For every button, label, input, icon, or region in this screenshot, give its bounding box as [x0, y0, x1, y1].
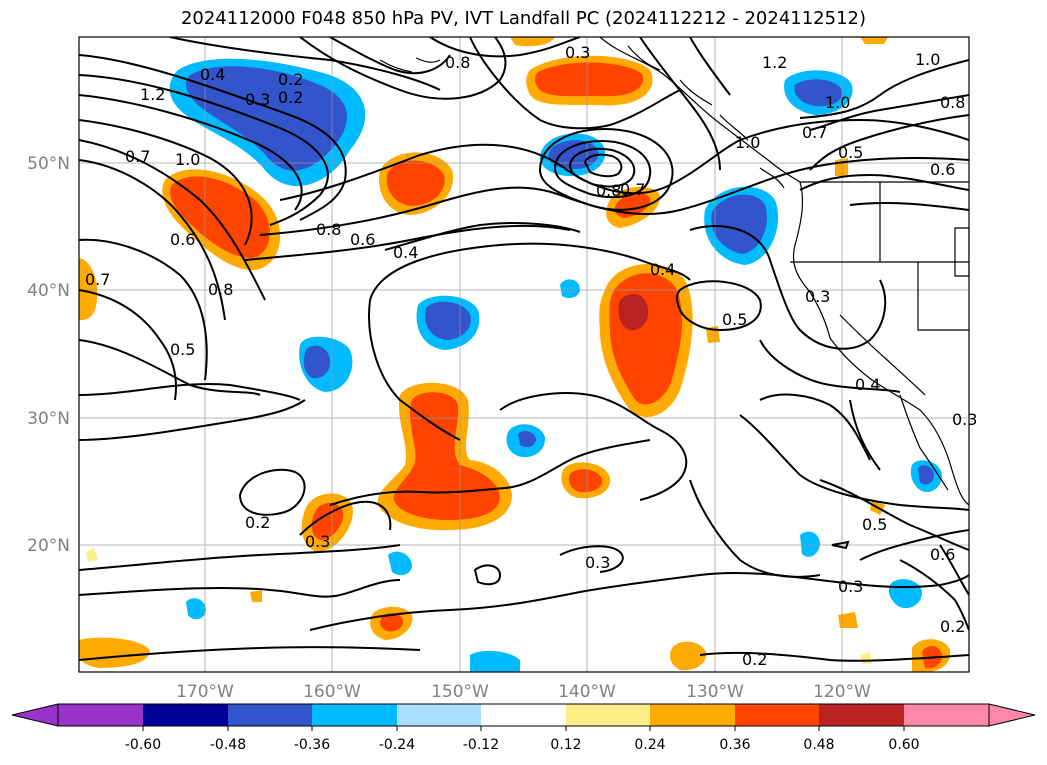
- contour-label: 0.3: [565, 43, 590, 62]
- colorbar-tick: 0.60: [888, 737, 919, 753]
- coastline: [379, 37, 969, 506]
- lon-label: 140°W: [558, 682, 616, 702]
- contour-label: 0.7: [125, 147, 150, 166]
- colorbar-bin: [143, 704, 228, 726]
- gridlines: [79, 37, 969, 672]
- contour-label: 0.4: [855, 375, 880, 394]
- contour-label: 0.6: [170, 230, 195, 249]
- colorbar-tick: -0.12: [463, 737, 499, 753]
- contour-label: 0.2: [278, 70, 303, 89]
- colorbar-bin: [650, 704, 735, 726]
- contour-label: 0.4: [650, 260, 675, 279]
- contour-label: 0.8: [316, 220, 341, 239]
- colorbar-tick: -0.60: [125, 737, 161, 753]
- ivt-contours: [79, 37, 969, 662]
- plot-frame: [78, 36, 970, 673]
- pv-negative-core: [303, 345, 331, 379]
- map-title: 2024112000 F048 850 hPa PV, IVT Landfall…: [180, 8, 867, 29]
- contour-label: 1.0: [735, 133, 760, 152]
- lat-label: 30°N: [27, 409, 70, 429]
- colorbar: -0.60 -0.48 -0.36 -0.24 -0.12 0.12 0.24 …: [11, 703, 1036, 753]
- lat-label: 40°N: [27, 281, 70, 301]
- contour-label: 0.5: [838, 143, 863, 162]
- pv-negative-core: [711, 194, 768, 254]
- contour-label: 1.2: [762, 53, 787, 72]
- contour-label: 0.2: [245, 513, 270, 532]
- pv-positive-core: [535, 62, 644, 97]
- colorbar-bin: [481, 704, 566, 726]
- contour-label: 0.8: [445, 53, 470, 72]
- contour-label: 0.6: [930, 160, 955, 179]
- contour-label: 0.3: [952, 410, 977, 429]
- colorbar-bin: [397, 704, 481, 726]
- contour-label: 0.2: [742, 650, 767, 669]
- contour-label: 0.5: [862, 515, 887, 534]
- lon-label: 160°W: [303, 682, 361, 702]
- contour-label: 1.0: [915, 50, 940, 69]
- colorbar-bin: [312, 704, 397, 726]
- contour-label: 0.8: [208, 280, 233, 299]
- colorbar-bin: [904, 704, 989, 726]
- pv-positive-core: [393, 392, 500, 520]
- pv-strong-core: [618, 293, 649, 331]
- colorbar-bin: [228, 704, 312, 726]
- contour-label: 0.8: [596, 181, 621, 200]
- contour-label: 1.0: [175, 150, 200, 169]
- contour-label: 0.4: [200, 65, 225, 84]
- lat-label: 20°N: [27, 536, 70, 556]
- pv-positive-region: [79, 258, 98, 321]
- contour-label: 0.3: [245, 90, 270, 109]
- lon-label: 170°W: [176, 682, 234, 702]
- pv-negative-core: [425, 301, 471, 340]
- contour-label: 0.7: [802, 123, 827, 142]
- contour-labels: 0.4 0.2 0.3 0.2 1.2 0.7 1.0 0.6 0.8 0.6 …: [85, 43, 977, 669]
- longitude-labels: 170°W 160°W 150°W 140°W 130°W 120°W: [176, 682, 871, 702]
- contour-label: 0.2: [940, 617, 965, 636]
- contour-label: 0.6: [350, 230, 375, 249]
- lon-label: 120°W: [813, 682, 871, 702]
- contour-label: 0.3: [585, 553, 610, 572]
- contour-label: 0.5: [170, 340, 195, 359]
- contour-label: 0.8: [940, 93, 965, 112]
- colorbar-tick: 0.48: [803, 737, 834, 753]
- lon-label: 130°W: [686, 682, 744, 702]
- colorbar-extend-high: [988, 703, 1036, 727]
- colorbar-tick: 0.36: [719, 737, 750, 753]
- colorbar-tick: 0.12: [550, 737, 581, 753]
- contour-label: 0.7: [85, 270, 110, 289]
- contour-label: 0.5: [722, 310, 747, 329]
- pv-positive-core: [386, 160, 445, 206]
- colorbar-tick: -0.48: [210, 737, 246, 753]
- colorbar-bin: [819, 704, 904, 726]
- contour-label: 1.0: [825, 93, 850, 112]
- latitude-labels: 50°N 40°N 30°N 20°N: [27, 154, 70, 556]
- colorbar-tick: -0.36: [294, 737, 330, 753]
- contour-label: 0.3: [838, 577, 863, 596]
- contour-label: 0.3: [805, 287, 830, 306]
- contour-label: 0.6: [930, 545, 955, 564]
- pv-negative-core: [794, 79, 843, 107]
- contour-label: 0.3: [305, 532, 330, 551]
- colorbar-tick: -0.24: [379, 737, 415, 753]
- colorbar-bin: [58, 704, 143, 726]
- contour-label: 0.2: [278, 88, 303, 107]
- contour-label: 0.7: [620, 180, 645, 199]
- colorbar-extend-low: [11, 703, 59, 727]
- lon-label: 150°W: [431, 682, 489, 702]
- colorbar-tick: 0.24: [634, 737, 665, 753]
- lat-label: 50°N: [27, 154, 70, 174]
- contour-label: 1.2: [140, 85, 165, 104]
- colorbar-bin: [566, 704, 650, 726]
- colorbar-bin: [735, 704, 819, 726]
- contour-label: 0.4: [393, 243, 418, 262]
